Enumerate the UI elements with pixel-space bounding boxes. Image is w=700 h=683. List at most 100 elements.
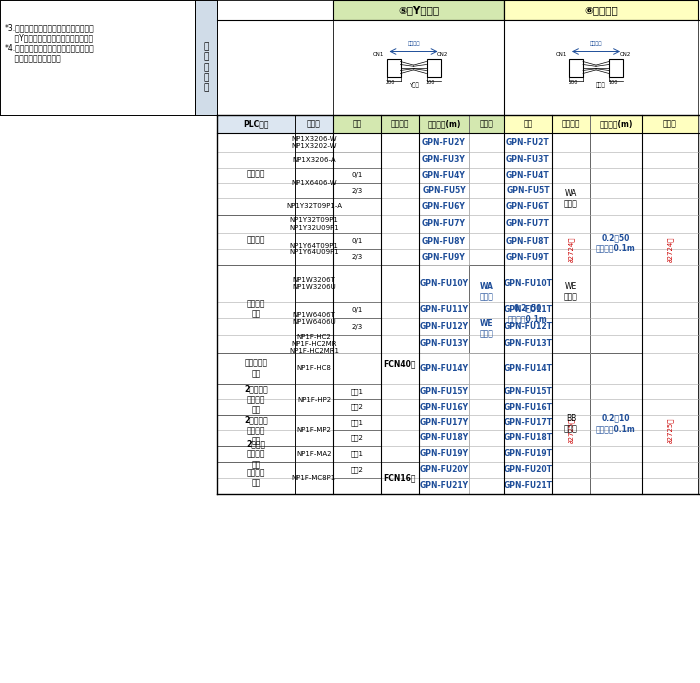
Bar	[217, 133, 295, 215]
Bar	[419, 152, 469, 168]
Text: NP1X3206-W
NP1X3202-W: NP1X3206-W NP1X3202-W	[291, 136, 337, 149]
Text: 指定长度(m): 指定长度(m)	[599, 120, 633, 128]
Text: GPN-FU20T: GPN-FU20T	[503, 466, 552, 475]
Bar	[504, 446, 552, 462]
Text: PLC型号: PLC型号	[244, 120, 269, 128]
Bar	[419, 353, 469, 384]
Bar	[552, 115, 590, 133]
Text: 号码管: 号码管	[596, 83, 606, 89]
Text: ⑥套号码管: ⑥套号码管	[584, 5, 618, 15]
Text: WE
无屏蔽: WE 无屏蔽	[564, 281, 578, 301]
Bar	[419, 233, 469, 249]
Text: WA
带屏蔽: WA 带屏蔽	[480, 281, 494, 301]
Bar	[217, 265, 295, 353]
Bar	[295, 302, 333, 335]
Text: ∂2725页: ∂2725页	[666, 418, 673, 443]
Text: GPN-FU16Y: GPN-FU16Y	[419, 402, 468, 411]
Text: GPN-FU2T: GPN-FU2T	[506, 138, 550, 147]
Bar	[333, 233, 381, 249]
Text: Y端子: Y端子	[409, 83, 419, 89]
Text: CN2: CN2	[620, 52, 631, 57]
Bar	[333, 168, 381, 183]
Text: 印字表: 印字表	[663, 120, 677, 128]
Text: GPN-FU12Y: GPN-FU12Y	[419, 322, 468, 331]
Text: NP1X3206-A: NP1X3206-A	[292, 157, 336, 163]
Text: ∂2724页: ∂2724页	[568, 236, 574, 262]
Text: ∂2724页: ∂2724页	[666, 236, 673, 262]
Text: *3.一端带连接器，另一端套号码管，并且
    接Y端子。号码管内内容请见印字表。
*4.一端带连接器，另一端套号码管。号码
    管内内容请见印字表。: *3.一端带连接器，另一端套号码管，并且 接Y端子。号码管内内容请见印字表。 *…	[5, 23, 95, 64]
Text: BB
单芯线: BB 单芯线	[564, 414, 578, 433]
Text: GPN-FU4T: GPN-FU4T	[506, 171, 550, 180]
Text: NP1Y32T09P1-A: NP1Y32T09P1-A	[286, 204, 342, 210]
Bar	[552, 133, 590, 494]
Text: GPN-FU7T: GPN-FU7T	[506, 219, 550, 229]
Bar	[333, 249, 381, 265]
Bar	[419, 384, 469, 399]
Bar	[295, 353, 333, 384]
Bar	[504, 152, 552, 168]
Bar	[217, 462, 295, 494]
Bar	[295, 215, 333, 233]
Bar	[419, 215, 469, 233]
Text: FCN40芜: FCN40芜	[384, 359, 416, 368]
Bar	[419, 115, 469, 133]
Text: NP1F-HC2
NP1F-HC2MR
NP1F-HC2MR1: NP1F-HC2 NP1F-HC2MR NP1F-HC2MR1	[289, 334, 339, 354]
Text: 电缆类型: 电缆类型	[561, 120, 580, 128]
Bar	[333, 478, 381, 494]
Text: GPN-FU6Y: GPN-FU6Y	[422, 202, 466, 211]
Bar	[469, 133, 504, 265]
Bar	[295, 335, 333, 353]
Text: 100: 100	[608, 79, 617, 85]
Bar	[419, 265, 469, 302]
Text: GPN-FU21Y: GPN-FU21Y	[419, 482, 468, 490]
Bar	[419, 430, 469, 446]
Text: NP1Y64T09P1
NP1Y64U09P1: NP1Y64T09P1 NP1Y64U09P1	[289, 242, 339, 255]
Bar	[419, 198, 469, 215]
Text: 200: 200	[386, 79, 396, 85]
Text: 2/3: 2/3	[351, 254, 363, 260]
Bar	[195, 0, 217, 115]
Bar	[504, 399, 552, 415]
Text: GPN-FU14T: GPN-FU14T	[503, 364, 552, 373]
Bar	[217, 20, 333, 115]
Bar	[504, 318, 552, 335]
Bar	[217, 133, 700, 494]
Bar	[217, 446, 295, 462]
Text: GPN-FU14Y: GPN-FU14Y	[419, 364, 468, 373]
Bar	[590, 353, 642, 494]
Bar	[217, 415, 295, 446]
Text: CN2: CN2	[437, 52, 449, 57]
Bar	[469, 353, 504, 494]
Bar	[295, 384, 333, 415]
Bar	[217, 384, 295, 415]
Text: CN1: CN1	[556, 52, 567, 57]
Bar	[504, 198, 552, 215]
Bar	[333, 133, 381, 152]
Bar	[504, 20, 698, 115]
Bar	[504, 183, 552, 198]
Text: GPN-FU13T: GPN-FU13T	[503, 339, 552, 348]
Text: GPN-FU3Y: GPN-FU3Y	[422, 156, 466, 165]
Bar	[419, 249, 469, 265]
Bar	[381, 133, 419, 265]
Text: GPN-FU4Y: GPN-FU4Y	[422, 171, 466, 180]
Bar	[419, 335, 469, 353]
Bar	[295, 152, 333, 168]
Bar	[295, 115, 333, 133]
Text: 2轴脉冲列
复合定位
模块: 2轴脉冲列 复合定位 模块	[244, 415, 268, 445]
Bar	[504, 249, 552, 265]
Bar	[504, 335, 552, 353]
Text: 2/3: 2/3	[351, 324, 363, 329]
Text: 2/3: 2/3	[351, 188, 363, 193]
Bar	[295, 462, 333, 494]
Text: GPN-FU2Y: GPN-FU2Y	[422, 138, 466, 147]
Bar	[609, 59, 623, 76]
Bar	[295, 415, 333, 446]
Text: 输入模块: 输入模块	[246, 169, 265, 178]
Text: GPN-FU9Y: GPN-FU9Y	[422, 253, 466, 262]
Bar	[504, 430, 552, 446]
Text: 输出2: 输出2	[351, 404, 363, 410]
Text: 2轴脉冲列
输出定位
模块: 2轴脉冲列 输出定位 模块	[244, 385, 268, 415]
Bar	[504, 384, 552, 399]
Text: ∂2725页: ∂2725页	[568, 418, 574, 443]
